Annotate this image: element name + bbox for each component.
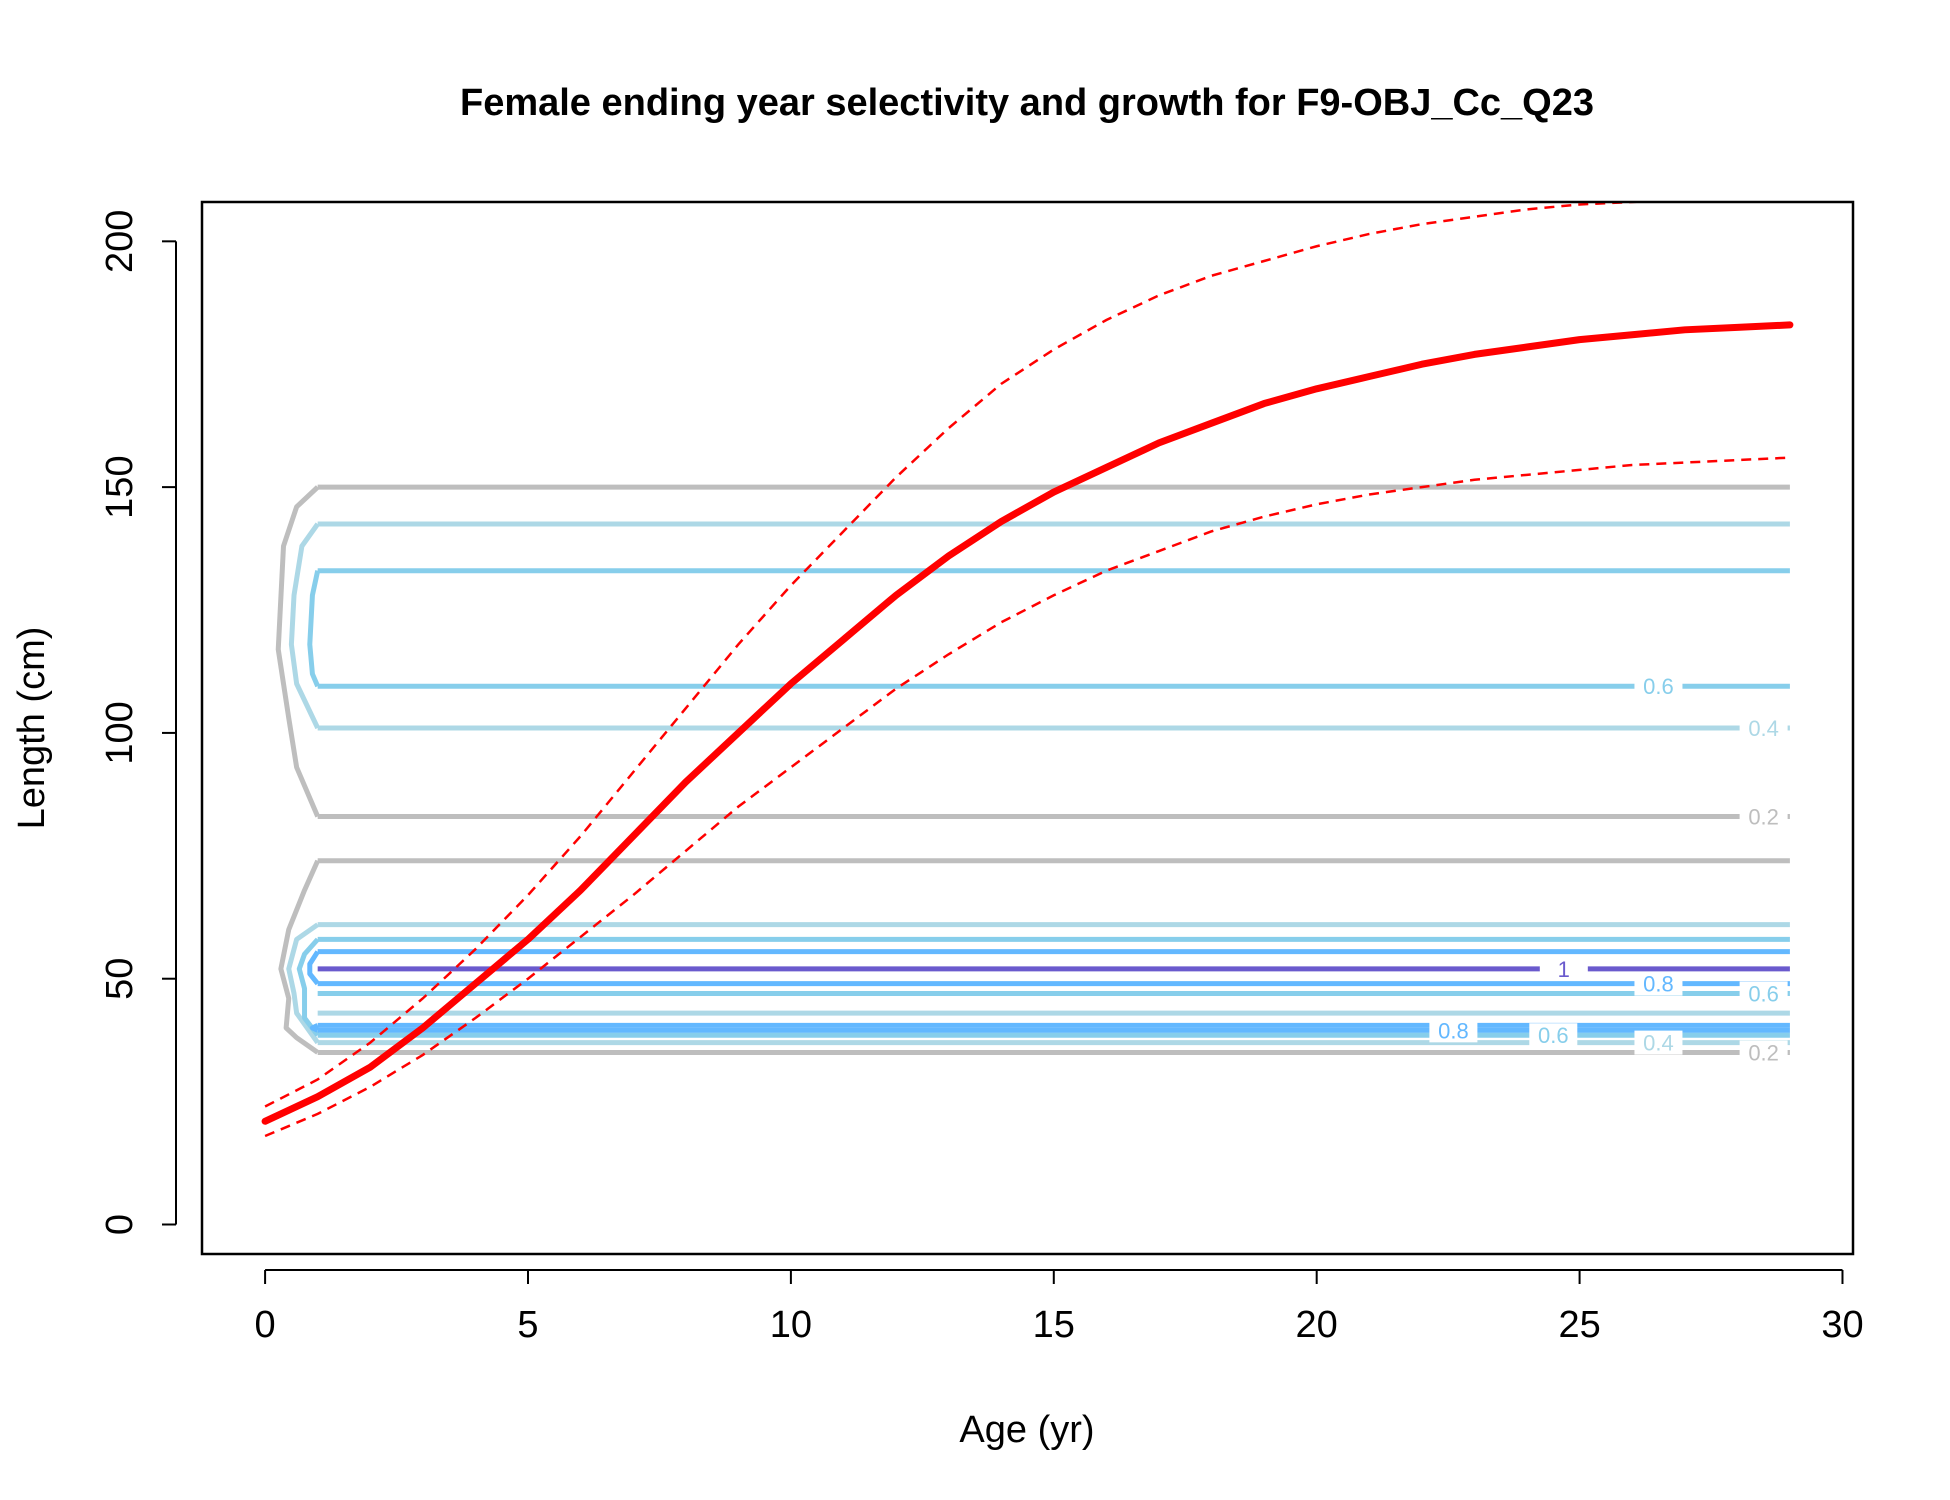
contour-label: 0.2 xyxy=(1748,804,1779,829)
contour-boundary xyxy=(288,522,320,730)
plot-frame xyxy=(200,200,1855,1256)
contour-label: 0.8 xyxy=(1643,972,1674,997)
contour-boundary xyxy=(307,570,321,688)
contour-label: 0.8 xyxy=(1438,1018,1469,1043)
x-tick-label: 10 xyxy=(770,1304,812,1346)
contour-label-gap xyxy=(1634,674,1683,699)
x-tick-label: 15 xyxy=(1033,1304,1075,1346)
plot-layer: 0.6 0.4 0.2 1 0.8 0.6 0.8 0.6 0.4 0.2 xyxy=(261,202,1794,1138)
contour-label: 0.2 xyxy=(1748,1040,1779,1065)
contour-label-gap xyxy=(1634,1030,1683,1055)
chart-title: Female ending year selectivity and growt… xyxy=(460,82,1594,124)
contour-label-gap xyxy=(1429,1018,1478,1043)
y-axis: 0 50 100 150 200 xyxy=(99,210,177,1235)
contour-label: 0.4 xyxy=(1748,716,1779,741)
contour-boundary xyxy=(309,1023,319,1033)
contour-label-gap xyxy=(1739,981,1788,1006)
contour-label-gap xyxy=(1739,804,1788,829)
x-axis-label: Age (yr) xyxy=(959,1409,1094,1451)
contour-label-gap xyxy=(1739,1040,1788,1065)
contour-boundary xyxy=(296,937,320,1037)
plot-area: 0.6 0.4 0.2 1 0.8 0.6 0.8 0.6 0.4 0.2 xyxy=(261,202,1794,1138)
growth-mean-line xyxy=(261,321,1794,1125)
contour-label: 0.6 xyxy=(1643,674,1674,699)
growth-lower-ci xyxy=(264,456,1790,1138)
contour-label-gap xyxy=(1529,1023,1578,1048)
x-tick-label: 20 xyxy=(1296,1304,1338,1346)
y-tick-label: 0 xyxy=(99,1214,141,1235)
y-tick-label: 150 xyxy=(99,455,141,518)
contour-boundary xyxy=(275,485,320,818)
growth-upper-ci xyxy=(264,202,1659,1108)
contour-boundary xyxy=(278,859,320,1055)
contour-boundary xyxy=(307,950,320,986)
x-tick-label: 0 xyxy=(255,1304,276,1346)
contour-label: 0.6 xyxy=(1538,1023,1569,1048)
x-tick-label: 25 xyxy=(1558,1304,1600,1346)
x-axis: 0 5 10 15 20 25 30 xyxy=(255,1269,1864,1346)
y-tick-label: 50 xyxy=(99,958,141,1000)
contour-label-gap xyxy=(1739,716,1788,740)
contour-label-gap xyxy=(1634,971,1683,996)
contour-label: 0.6 xyxy=(1748,981,1779,1006)
contour-label-gap xyxy=(1539,956,1588,981)
y-tick-label: 100 xyxy=(99,701,141,764)
contour-label: 0.4 xyxy=(1643,1031,1674,1056)
y-axis-label: Length (cm) xyxy=(11,627,53,830)
y-tick-label: 200 xyxy=(99,210,141,273)
contour-label: 1 xyxy=(1558,957,1570,982)
x-tick-label: 5 xyxy=(517,1304,538,1346)
x-tick-label: 30 xyxy=(1821,1304,1863,1346)
contour-boundary xyxy=(286,922,320,1045)
